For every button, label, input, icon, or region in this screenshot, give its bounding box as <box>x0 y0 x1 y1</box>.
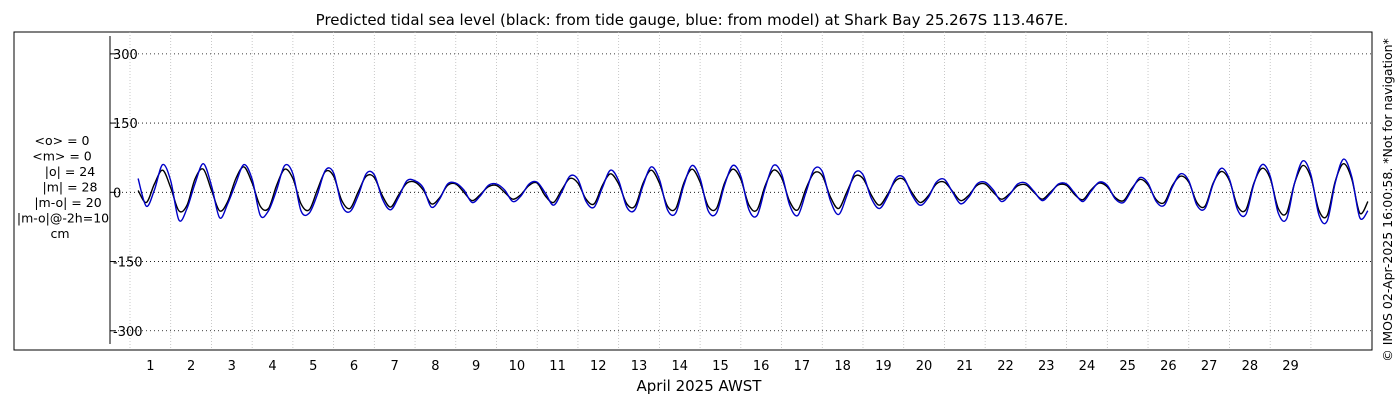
y-tick-label: 150 <box>113 117 138 132</box>
x-tick-label: 13 <box>631 359 648 374</box>
stats-block: <o> = 0<m> = 0|o| = 24|m| = 28|m-o| = 20… <box>17 133 109 241</box>
plot-frame <box>13 31 1373 351</box>
x-tick-label: 16 <box>753 359 770 374</box>
stats-line: |m-o| = 20 <box>34 195 101 210</box>
x-tick-label: 10 <box>509 359 526 374</box>
y-tick-label: -300 <box>113 325 143 340</box>
x-tick-label: 24 <box>1079 359 1096 374</box>
series-line-gauge <box>137 163 1369 219</box>
stats-line: cm <box>50 226 69 241</box>
series-line-model <box>137 158 1369 225</box>
x-tick-label: 5 <box>309 359 317 374</box>
x-tick-label: 2 <box>187 359 195 374</box>
x-tick-label: 23 <box>1038 359 1055 374</box>
grid-layer <box>110 32 1372 350</box>
x-tick-label: 4 <box>268 359 276 374</box>
x-tick-label: 12 <box>590 359 607 374</box>
copyright-text: © IMOS 02-Apr-2025 16:00:58. *Not for na… <box>1380 38 1395 362</box>
x-tick-label: 21 <box>957 359 974 374</box>
x-tick-label: 25 <box>1119 359 1136 374</box>
stats-line: <o> = 0 <box>35 133 90 148</box>
x-tick-label: 8 <box>431 359 439 374</box>
stats-line: |m-o|@-2h=10 <box>17 211 109 226</box>
x-tick-label: 1 <box>146 359 154 374</box>
x-tick-label: 29 <box>1282 359 1299 374</box>
x-tick-label: 15 <box>712 359 729 374</box>
stats-line: |m| = 28 <box>43 180 98 195</box>
x-tick-label: 26 <box>1160 359 1177 374</box>
y-tick-label: -150 <box>113 256 143 271</box>
stats-line: |o| = 24 <box>45 164 95 179</box>
x-tick-label: 14 <box>671 359 688 374</box>
x-tick-label: 19 <box>875 359 892 374</box>
x-tick-label: 7 <box>391 359 399 374</box>
y-tick-label: 300 <box>113 48 138 63</box>
series-layer <box>137 158 1369 225</box>
x-tick-label: 20 <box>916 359 933 374</box>
x-tick-label: 17 <box>794 359 811 374</box>
stats-line: <m> = 0 <box>32 149 92 164</box>
x-tick-label: 18 <box>834 359 851 374</box>
x-tick-label: 28 <box>1242 359 1259 374</box>
x-tick-label: 3 <box>228 359 236 374</box>
x-tick-label: 9 <box>472 359 480 374</box>
x-axis-label: April 2025 AWST <box>637 377 763 395</box>
x-tick-label: 22 <box>997 359 1014 374</box>
chart-title: Predicted tidal sea level (black: from t… <box>316 11 1069 29</box>
y-tick-label: 0 <box>113 186 121 201</box>
x-tick-label: 6 <box>350 359 358 374</box>
x-tick-label: 11 <box>549 359 566 374</box>
x-tick-label: 27 <box>1201 359 1218 374</box>
